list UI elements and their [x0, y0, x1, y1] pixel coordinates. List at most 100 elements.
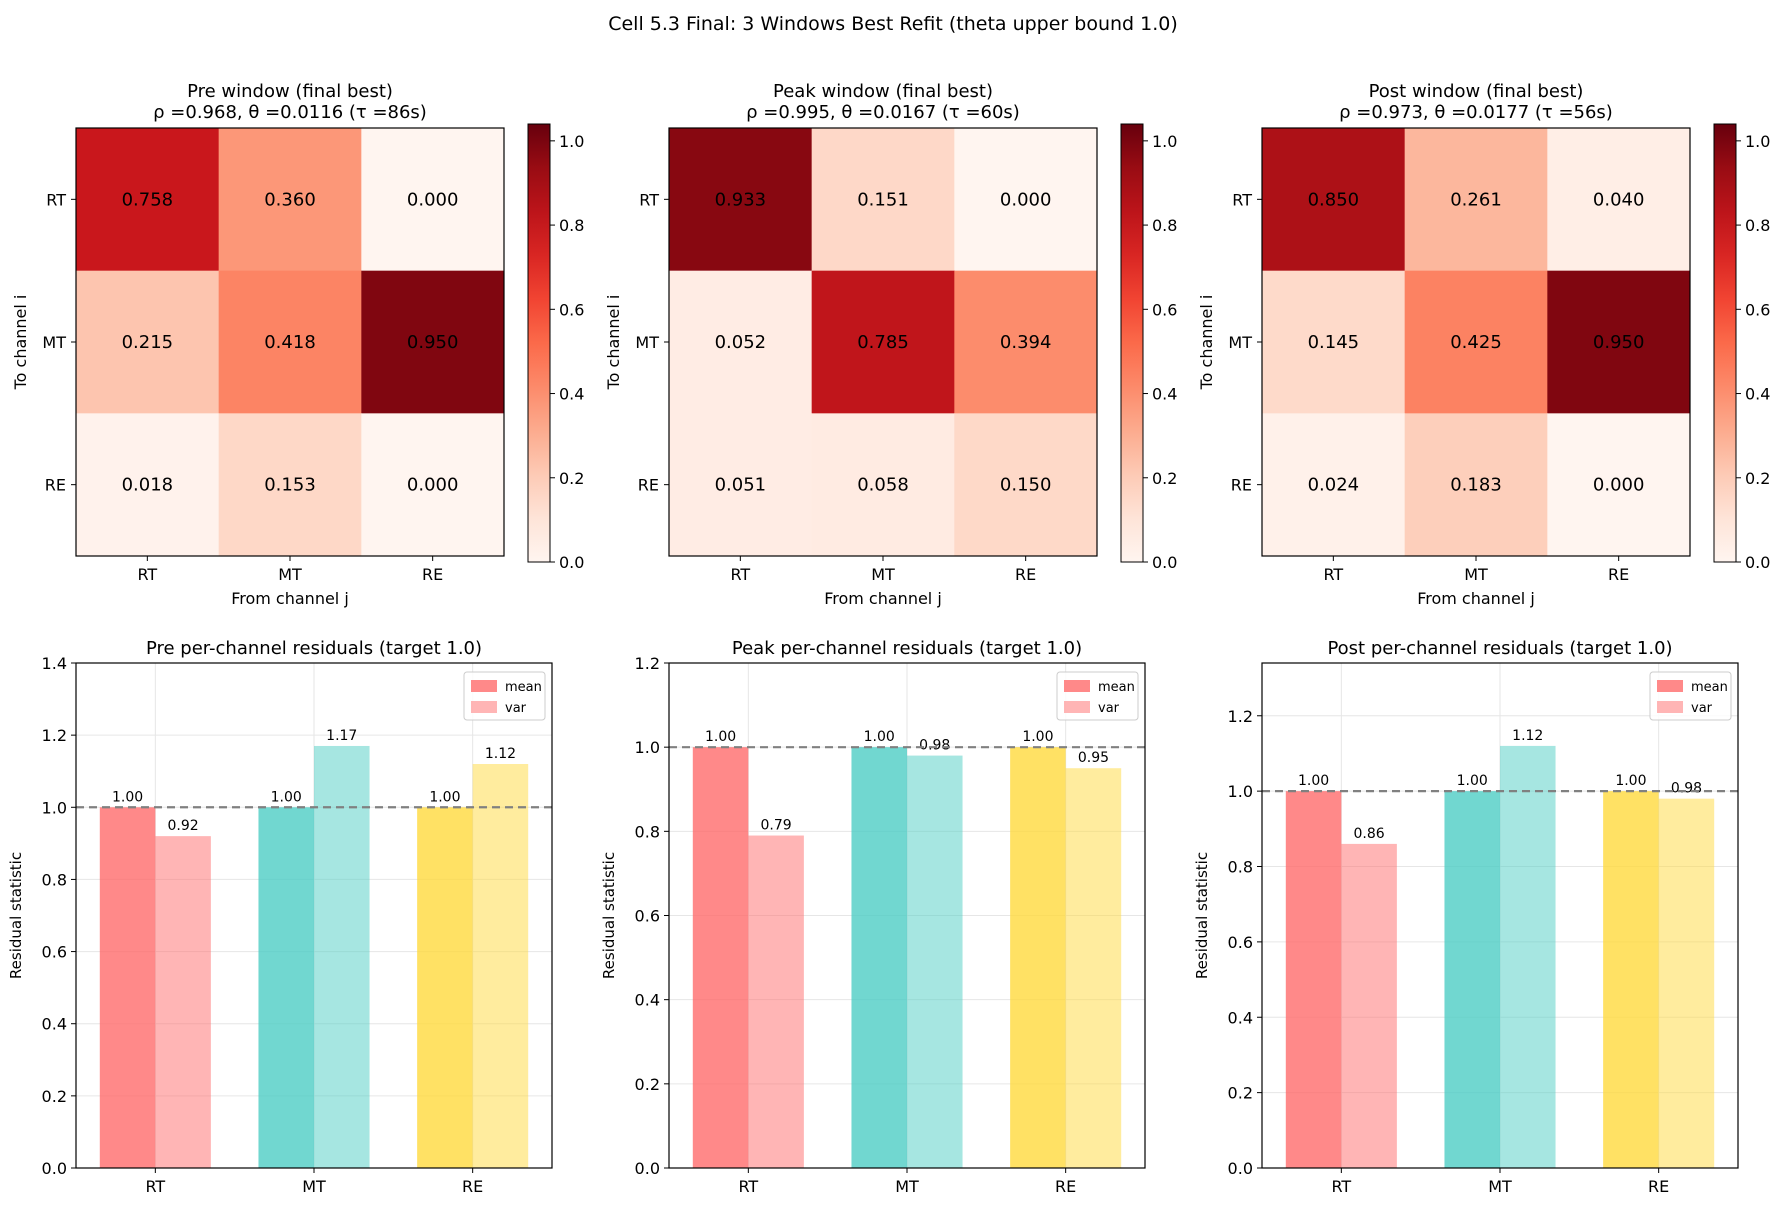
heatmap-subtitle: ρ =0.995, θ =0.0167 (τ =60s) [746, 102, 1020, 123]
x-axis-label: From channel j [1417, 589, 1535, 608]
y-tick-label: RT [46, 190, 66, 209]
y-tick-label: RT [1232, 190, 1252, 209]
heatmap-cell [218, 128, 362, 272]
heatmap-cell [1404, 128, 1548, 272]
bar-var-mt [907, 755, 963, 1168]
heatmap-cell [76, 413, 220, 557]
bar-mean-rt [692, 747, 749, 1168]
y-tick-label: 1.2 [1228, 707, 1253, 726]
colorbar-tick-label: 0.4 [1152, 385, 1177, 404]
heatmap-cell-label: 0.000 [1000, 189, 1052, 210]
colorbar-tick-label: 0.0 [1152, 553, 1177, 572]
x-tick-label: MT [871, 565, 895, 584]
heatmap-subtitle: ρ =0.968, θ =0.0116 (τ =86s) [153, 102, 427, 123]
bar-mean-re [417, 807, 473, 1168]
y-tick-label: 0.0 [42, 1159, 67, 1178]
heatmap-title: Post window (final best) [1369, 81, 1584, 102]
x-tick-label: RE [1015, 565, 1036, 584]
x-tick-label: RE [462, 1177, 483, 1196]
heatmap-cell-label: 0.153 [264, 475, 316, 496]
colorbar-tick-label: 0.2 [1152, 469, 1177, 488]
bar-var-rt [155, 836, 211, 1168]
y-tick-label: 0.8 [635, 822, 660, 841]
y-tick-label: MT [1228, 333, 1252, 352]
y-tick-label: 0.4 [1228, 1008, 1253, 1027]
colorbar-tick-label: 0.4 [559, 385, 584, 404]
heatmap-cell [1404, 270, 1548, 414]
bar-var-mt [1500, 745, 1556, 1168]
heatmap-cell-label: 0.145 [1308, 332, 1360, 353]
heatmap-cell [76, 128, 220, 272]
y-tick-label: MT [635, 333, 659, 352]
bar-chart-title: Post per-channel residuals (target 1.0) [1327, 638, 1672, 659]
heatmap-cell [954, 128, 1098, 272]
colorbar-tick-label: 0.8 [559, 216, 584, 235]
bar-value-label: 0.98 [919, 738, 950, 754]
x-tick-label: RE [1608, 565, 1629, 584]
bar-value-label: 1.00 [1022, 729, 1053, 745]
x-tick-label: MT [1488, 1177, 1512, 1196]
bar-value-label: 1.00 [705, 729, 736, 745]
bar-panel-post: 1.00 0.86 1.00 1.12 1.00 0.98 0.0 0.2 0.4 0.6 0.8 1… [1193, 638, 1739, 1196]
heatmap-cell-label: 0.933 [715, 189, 767, 210]
y-tick-label: 1.0 [635, 738, 660, 757]
colorbar-tick-label: 1.0 [1152, 132, 1177, 151]
y-tick-label: 1.2 [42, 726, 67, 745]
bar-chart-title: Peak per-channel residuals (target 1.0) [732, 638, 1082, 659]
bar-var-re [1658, 798, 1715, 1168]
legend-label-var: var [1098, 701, 1120, 716]
legend-swatch-var [471, 701, 497, 713]
y-tick-label: 0.0 [1228, 1159, 1253, 1178]
y-tick-label: 0.6 [42, 943, 67, 962]
bar-var-rt [1341, 843, 1397, 1168]
heatmap-cell-label: 0.418 [264, 332, 316, 353]
heatmap-cell-label: 0.360 [264, 189, 316, 210]
x-tick-label: RT [738, 1177, 758, 1196]
heatmap-cell-label: 0.261 [1450, 189, 1502, 210]
y-tick-label: RE [638, 476, 659, 495]
bar-value-label: 1.17 [326, 728, 357, 744]
y-tick-label: 0.0 [635, 1159, 660, 1178]
heatmap-cell [1262, 413, 1406, 557]
heatmap-cell-label: 0.850 [1308, 189, 1360, 210]
y-tick-label: 0.2 [635, 1075, 660, 1094]
legend-label-var: var [505, 701, 527, 716]
x-tick-label: RT [730, 565, 750, 584]
colorbar-tick-label: 1.0 [1745, 132, 1770, 151]
x-tick-label: MT [895, 1177, 919, 1196]
y-tick-label: 0.8 [42, 870, 67, 889]
heatmap-cell [1547, 128, 1691, 272]
y-tick-label: RE [45, 476, 66, 495]
x-tick-label: MT [278, 565, 302, 584]
legend-swatch-var [1657, 701, 1683, 713]
colorbar-tick-label: 1.0 [559, 132, 584, 151]
colorbar-tick-label: 0.2 [1745, 469, 1770, 488]
y-tick-label: 1.0 [1228, 782, 1253, 801]
bar-value-label: 1.00 [864, 729, 895, 745]
bar-value-label: 1.00 [1457, 773, 1488, 789]
heatmap-cell-label: 0.000 [1593, 475, 1645, 496]
bar-value-label: 1.00 [1615, 773, 1646, 789]
heatmap-title: Peak window (final best) [773, 81, 993, 102]
bar-value-label: 0.95 [1078, 750, 1109, 766]
colorbar-tick-label: 0.6 [1152, 300, 1177, 319]
bar-var-re [472, 764, 529, 1168]
heatmap-cell-label: 0.018 [122, 475, 174, 496]
heatmap-cell-label: 0.758 [122, 189, 174, 210]
bar-value-label: 1.00 [112, 789, 143, 805]
bar-mean-re [1603, 791, 1659, 1168]
heatmap-cell [954, 270, 1098, 414]
y-axis-label: Residual statistic [1193, 852, 1211, 979]
heatmap-subtitle: ρ =0.973, θ =0.0177 (τ =56s) [1339, 102, 1613, 123]
heatmap-cell [1262, 128, 1406, 272]
y-tick-label: 0.2 [42, 1087, 67, 1106]
y-tick-label: 0.2 [1228, 1084, 1253, 1103]
y-tick-label: 1.2 [635, 654, 660, 673]
heatmap-cell-label: 0.024 [1308, 475, 1360, 496]
x-axis-label: From channel j [824, 589, 942, 608]
heatmap-cell [361, 270, 505, 414]
heatmap-cell [669, 413, 813, 557]
bar-panel-peak: 1.00 0.79 1.00 0.98 1.00 0.95 0.0 0.2 0.4 0.6 0.8 1… [600, 638, 1146, 1196]
colorbar-tick-label: 0.6 [559, 300, 584, 319]
